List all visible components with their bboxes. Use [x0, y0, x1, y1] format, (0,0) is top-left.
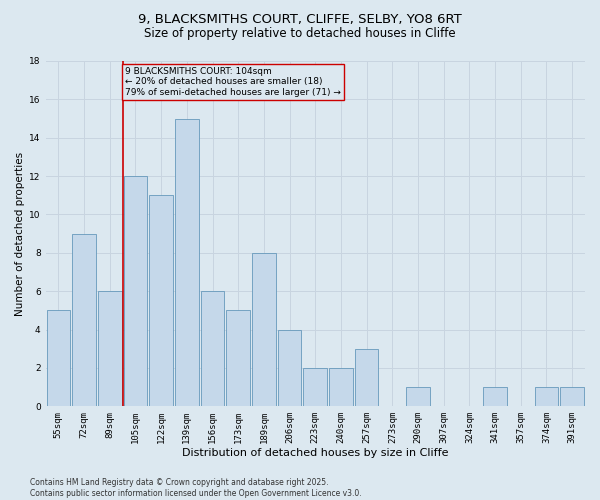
Bar	[278, 330, 301, 406]
X-axis label: Distribution of detached houses by size in Cliffe: Distribution of detached houses by size …	[182, 448, 449, 458]
Text: 9, BLACKSMITHS COURT, CLIFFE, SELBY, YO8 6RT: 9, BLACKSMITHS COURT, CLIFFE, SELBY, YO8…	[138, 12, 462, 26]
Bar	[483, 387, 507, 406]
Bar	[175, 118, 199, 406]
Bar	[124, 176, 147, 406]
Bar	[406, 387, 430, 406]
Bar	[47, 310, 70, 406]
Bar	[304, 368, 327, 406]
Text: Contains HM Land Registry data © Crown copyright and database right 2025.
Contai: Contains HM Land Registry data © Crown c…	[30, 478, 362, 498]
Bar	[226, 310, 250, 406]
Bar	[329, 368, 353, 406]
Bar	[355, 348, 379, 406]
Bar	[200, 291, 224, 406]
Bar	[252, 253, 276, 406]
Bar	[535, 387, 558, 406]
Bar	[98, 291, 122, 406]
Bar	[149, 196, 173, 406]
Bar	[560, 387, 584, 406]
Y-axis label: Number of detached properties: Number of detached properties	[15, 152, 25, 316]
Text: 9 BLACKSMITHS COURT: 104sqm
← 20% of detached houses are smaller (18)
79% of sem: 9 BLACKSMITHS COURT: 104sqm ← 20% of det…	[125, 67, 341, 96]
Text: Size of property relative to detached houses in Cliffe: Size of property relative to detached ho…	[144, 28, 456, 40]
Bar	[72, 234, 96, 406]
